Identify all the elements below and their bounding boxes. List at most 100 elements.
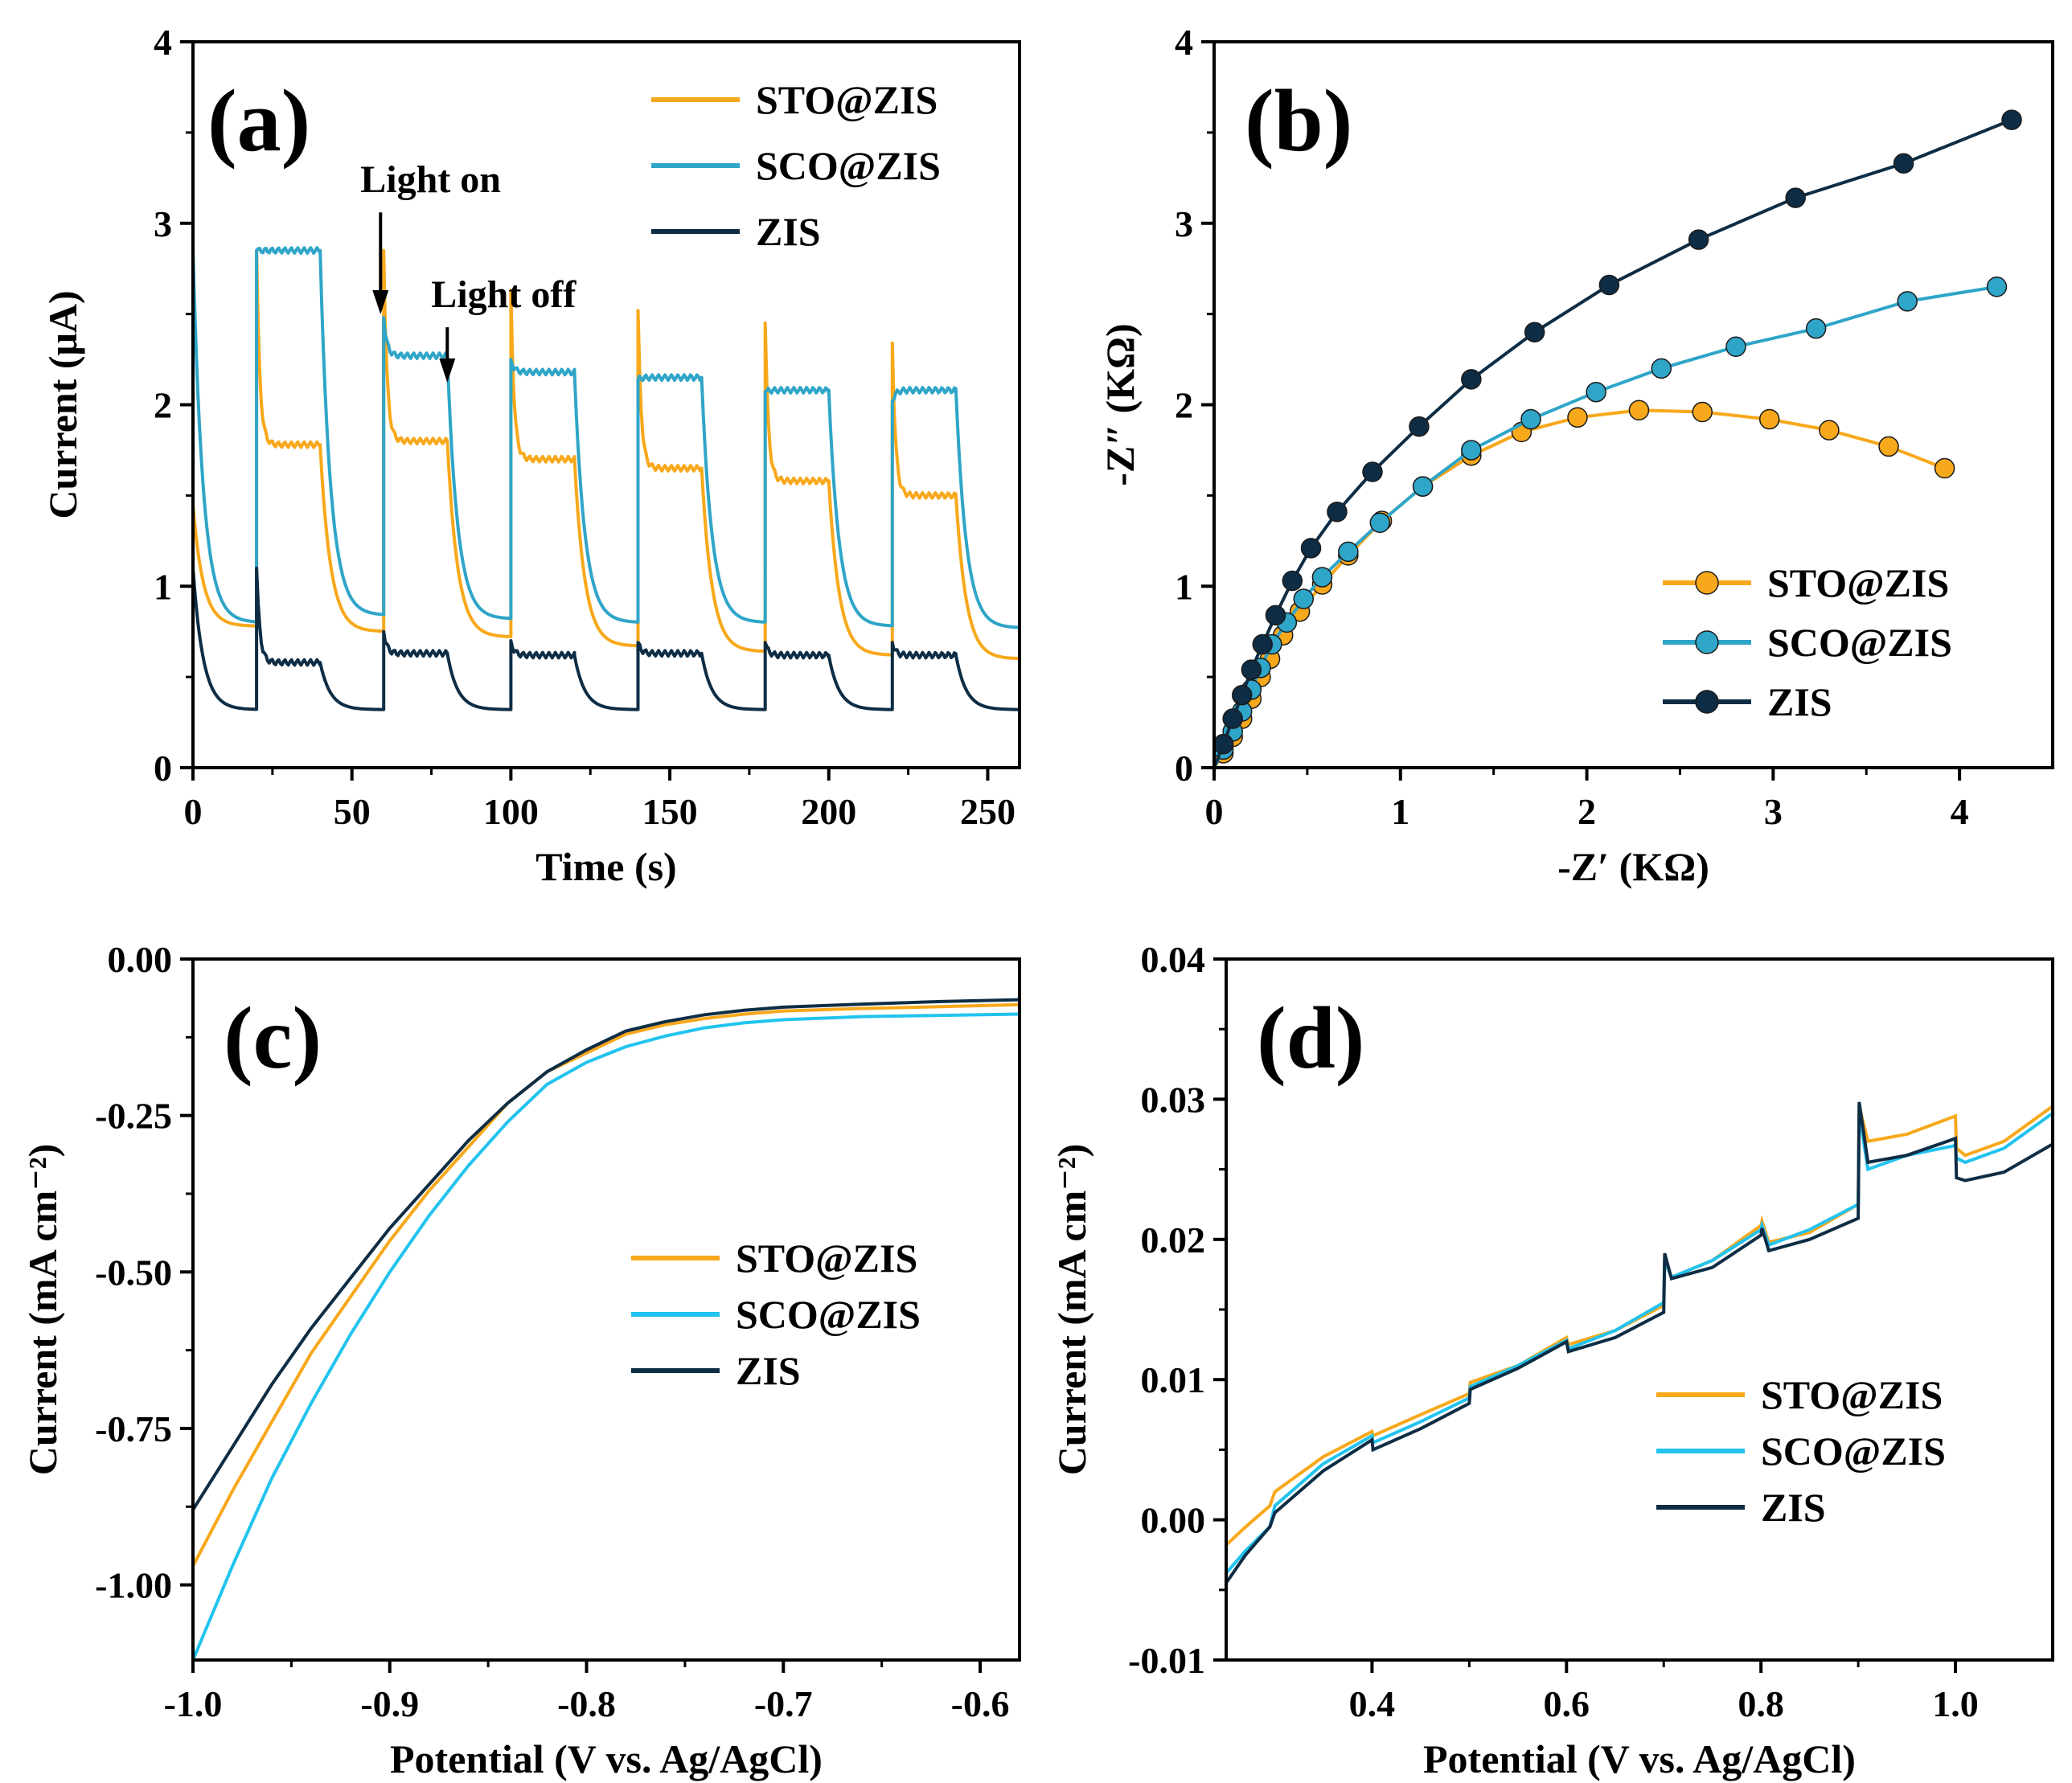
data-point <box>1785 187 1806 208</box>
annotation-arrowhead <box>372 289 389 314</box>
x-axis-label: -Z′ (KΩ) <box>1557 844 1709 889</box>
series-line <box>1226 1112 2053 1575</box>
legend-label: ZIS <box>756 209 821 254</box>
series-line-zis <box>193 566 1020 711</box>
data-point <box>1805 318 1827 339</box>
x-axis-label: Time (s) <box>535 844 676 889</box>
panel-d: 0.4 0.6 0.8 1.0 -0.01 0.00 0.01 0.02 0.03 0.04 Pot… <box>1049 939 2054 1781</box>
legend-label: SCO@ZIS <box>756 143 941 188</box>
x-tick-label: -1.0 <box>164 1683 223 1724</box>
x-axis-label: Potential (V vs. Ag/AgCl) <box>390 1736 823 1781</box>
x-tick-label: -0.6 <box>951 1683 1010 1724</box>
data-point <box>1241 659 1262 680</box>
legend-label: STO@ZIS <box>1767 560 1949 605</box>
y-tick-label: 0.03 <box>1141 1079 1206 1120</box>
panel-b: 0 1 2 3 4 0 1 2 3 4 -Z′ (KΩ) -Z″ (KΩ) (b) STO@ZIS SCO@… <box>1098 22 2054 889</box>
legend-label: ZIS <box>1761 1485 1826 1530</box>
x-tick-label: 1 <box>1391 791 1409 832</box>
annotation: Light on <box>360 158 501 201</box>
plot-frame <box>191 957 1021 1662</box>
y-tick-label: 0.00 <box>1141 1500 1206 1541</box>
series-line <box>193 1012 1020 1660</box>
series-line <box>1226 1101 2053 1584</box>
y-tick-label: 0 <box>154 748 172 789</box>
legend-marker <box>1695 630 1719 654</box>
data-point <box>1567 407 1588 428</box>
y-tick-label: 4 <box>154 22 172 63</box>
y-axis-label: Current (μA) <box>40 290 85 519</box>
data-point <box>1409 416 1430 437</box>
x-tick-label: -0.8 <box>557 1683 616 1724</box>
x-tick-label: 4 <box>1951 791 1969 832</box>
y-axis-label: Current (mA cm⁻²) <box>20 1144 65 1476</box>
x-tick-label: 50 <box>334 791 371 832</box>
x-tick-label: 250 <box>960 791 1015 832</box>
data-point <box>1893 153 1914 174</box>
x-tick-label: 100 <box>483 791 539 832</box>
x-tick-label: 0.4 <box>1349 1683 1396 1724</box>
y-tick-label: 2 <box>1175 385 1193 426</box>
y-axis-label: Current (mA cm⁻²) <box>1049 1144 1094 1476</box>
data-point <box>1586 381 1606 403</box>
panel-a: 0 50 100 150 200 250 0 1 2 3 4 Time (s) Current (μA)… <box>40 22 1021 889</box>
panel-label: (d) <box>1257 989 1364 1087</box>
data-point <box>1520 408 1541 430</box>
y-tick-label: 0.01 <box>1141 1359 1206 1400</box>
data-point <box>1369 512 1391 533</box>
data-point <box>1252 633 1274 655</box>
data-point <box>1934 457 1955 479</box>
data-point <box>1628 400 1650 421</box>
data-point <box>1758 408 1780 430</box>
y-tick-label: 2 <box>154 385 172 426</box>
y-axis-label: -Z″ (KΩ) <box>1098 323 1143 486</box>
data-point <box>1338 541 1359 563</box>
x-tick-label: 150 <box>642 791 698 832</box>
data-point <box>1692 401 1713 423</box>
x-tick-label: 2 <box>1578 791 1596 832</box>
data-point <box>1725 336 1746 358</box>
legend-label: ZIS <box>1767 679 1832 724</box>
data-point <box>1986 277 2008 297</box>
series-line-sco-zis <box>193 246 1020 629</box>
x-tick-label: 0.8 <box>1738 1683 1784 1724</box>
legend-label: STO@ZIS <box>1761 1372 1943 1417</box>
annotation: Light off <box>431 273 576 316</box>
data-point <box>1651 358 1672 379</box>
data-point <box>1300 538 1322 559</box>
data-point <box>1524 322 1545 342</box>
data-point <box>1232 684 1253 706</box>
panel-label: (b) <box>1245 72 1352 170</box>
y-tick-label: -0.01 <box>1128 1640 1205 1681</box>
y-tick-label: -0.75 <box>95 1408 172 1449</box>
data-point <box>2001 109 2022 130</box>
data-point <box>1265 605 1286 626</box>
annotation-arrowhead <box>439 358 456 383</box>
y-tick-label: -0.50 <box>95 1252 172 1293</box>
legend-marker <box>1695 571 1719 595</box>
legend-label: SCO@ZIS <box>736 1292 921 1337</box>
data-point <box>1362 461 1383 482</box>
series-line <box>193 998 1020 1511</box>
x-tick-label: 1.0 <box>1932 1683 1979 1724</box>
legend-label: STO@ZIS <box>736 1236 917 1281</box>
y-tick-label: 3 <box>1175 203 1193 244</box>
data-point <box>1598 274 1620 296</box>
data-point <box>1819 420 1840 441</box>
panel-label: (a) <box>207 72 310 170</box>
x-tick-label: 0 <box>184 791 203 832</box>
y-tick-label: -1.00 <box>95 1565 172 1606</box>
y-tick-label: 4 <box>1175 22 1193 63</box>
y-tick-label: -0.25 <box>95 1096 172 1137</box>
legend-label: ZIS <box>736 1348 801 1393</box>
data-point <box>1878 436 1899 457</box>
x-axis-label: Potential (V vs. Ag/AgCl) <box>1423 1736 1856 1781</box>
panel-c: -1.0 -0.9 -0.8 -0.7 -0.6 0.00 -0.25 -0.50 -0.75 -… <box>20 939 1021 1781</box>
data-point <box>1282 570 1303 592</box>
data-point <box>1897 291 1918 312</box>
y-tick-label: 0.02 <box>1141 1219 1206 1260</box>
data-point <box>1688 229 1709 250</box>
data-point <box>1412 476 1434 497</box>
series-line <box>1212 285 1997 769</box>
data-point <box>1311 567 1333 588</box>
